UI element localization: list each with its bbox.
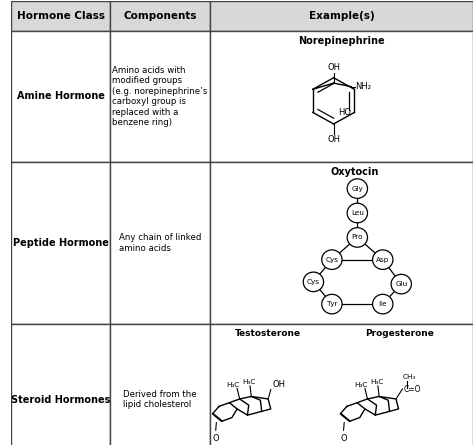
Text: H₃C: H₃C <box>355 382 368 388</box>
Circle shape <box>373 250 393 269</box>
Text: Hormone Class: Hormone Class <box>17 11 105 21</box>
Bar <box>110 162 210 324</box>
Circle shape <box>347 179 367 198</box>
Text: Any chain of linked
amino acids: Any chain of linked amino acids <box>119 233 201 253</box>
Text: Amine Hormone: Amine Hormone <box>17 91 105 101</box>
Text: CH₃: CH₃ <box>402 374 416 380</box>
Text: Oxytocin: Oxytocin <box>330 167 379 177</box>
Bar <box>11 1 110 31</box>
Bar <box>11 31 110 162</box>
Text: Glu: Glu <box>395 281 407 287</box>
Text: HO: HO <box>338 108 351 117</box>
Text: Testosterone: Testosterone <box>235 330 301 339</box>
Bar <box>11 324 110 446</box>
Text: Pro: Pro <box>352 235 363 240</box>
Text: O: O <box>340 434 347 443</box>
Text: Derived from the
lipid cholesterol: Derived from the lipid cholesterol <box>123 390 197 409</box>
Text: Cys: Cys <box>307 279 320 285</box>
Text: Cys: Cys <box>325 256 338 263</box>
Text: Steroid Hormones: Steroid Hormones <box>11 395 110 405</box>
Text: NH₂: NH₂ <box>355 82 371 91</box>
Circle shape <box>303 272 324 292</box>
Text: Peptide Hormone: Peptide Hormone <box>13 238 109 248</box>
Bar <box>210 324 474 446</box>
Text: C=O: C=O <box>404 384 421 393</box>
Text: Leu: Leu <box>351 210 364 216</box>
Text: Asp: Asp <box>376 256 390 263</box>
Bar <box>210 162 474 324</box>
Circle shape <box>347 227 367 247</box>
Circle shape <box>322 294 342 314</box>
Text: OH: OH <box>327 63 340 72</box>
Bar <box>110 1 210 31</box>
Text: Progesterone: Progesterone <box>365 330 434 339</box>
Bar <box>210 1 474 31</box>
Text: Tyr: Tyr <box>327 301 337 307</box>
Text: Ile: Ile <box>378 301 387 307</box>
Text: Components: Components <box>123 11 197 21</box>
Text: H₃C: H₃C <box>242 379 255 385</box>
Circle shape <box>373 294 393 314</box>
Text: Amino acids with
modified groups
(e.g. norepinephrine’s
carboxyl group is
replac: Amino acids with modified groups (e.g. n… <box>112 66 208 127</box>
Circle shape <box>391 274 411 294</box>
Text: Norepinephrine: Norepinephrine <box>298 36 385 46</box>
Text: H₃C: H₃C <box>370 379 383 385</box>
Bar <box>210 31 474 162</box>
Text: Gly: Gly <box>351 186 363 192</box>
Text: OH: OH <box>327 135 340 144</box>
Text: Example(s): Example(s) <box>309 11 374 21</box>
Bar <box>110 324 210 446</box>
Circle shape <box>347 203 367 223</box>
Text: H₃C: H₃C <box>227 382 240 388</box>
Circle shape <box>322 250 342 269</box>
Text: OH: OH <box>272 380 285 389</box>
Bar <box>110 31 210 162</box>
Bar <box>11 162 110 324</box>
Text: O: O <box>212 434 219 443</box>
